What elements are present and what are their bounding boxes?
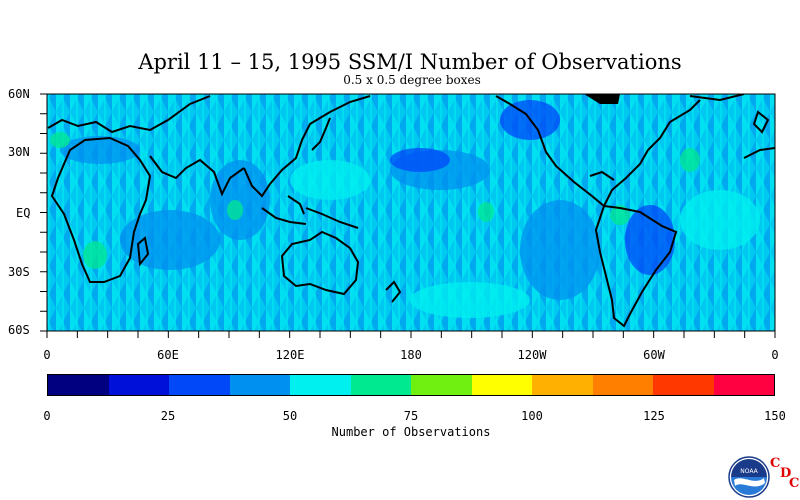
lon-label-120w: 120W	[517, 348, 547, 362]
observation-density-patch	[120, 210, 220, 270]
lat-label-30s: 30S	[8, 265, 30, 279]
observation-density-patch	[210, 160, 270, 240]
observation-density-patches	[50, 100, 760, 318]
colorbar-tick-25: 25	[160, 409, 176, 423]
lat-label-60n: 60N	[8, 87, 30, 101]
colorbar-title: Number of Observations	[331, 425, 491, 439]
colorbar-segment	[290, 375, 351, 395]
colorbar-tick-50: 50	[282, 409, 298, 423]
colorbar-segment	[229, 375, 290, 395]
observation-density-patch	[520, 200, 600, 300]
lat-label-eq: EQ	[16, 206, 31, 220]
latitude-ticks	[40, 93, 47, 332]
colorbar-segment	[713, 375, 774, 395]
colorbar-segment	[169, 375, 230, 395]
coastlines	[47, 94, 775, 328]
lon-label-0-east: 0	[771, 348, 779, 362]
observation-density-patch	[680, 190, 760, 250]
colorbar-segment	[108, 375, 169, 395]
cdc-letter-c2: C	[789, 476, 800, 491]
observation-density-patch	[390, 148, 450, 172]
map-title: April 11 – 15, 1995 SSM/I Number of Obse…	[138, 50, 682, 74]
ice-region	[584, 94, 620, 104]
observation-density-patch	[227, 200, 243, 220]
lon-label-60e: 60E	[157, 348, 179, 362]
lon-label-60w: 60W	[643, 348, 665, 362]
cdc-letter-c1: C	[770, 456, 781, 471]
observation-density-patch	[478, 202, 494, 222]
colorbar-segment	[350, 375, 411, 395]
map-field	[47, 94, 775, 331]
colorbar-tick-125: 125	[643, 409, 665, 423]
observation-density-patch	[50, 132, 70, 148]
colorbar-tick-150: 150	[764, 409, 786, 423]
observation-density-patch	[625, 205, 675, 275]
map-subtitle: 0.5 x 0.5 degree boxes	[343, 73, 481, 87]
colorbar-segment	[532, 375, 593, 395]
lon-label-120e: 120E	[275, 348, 305, 362]
colorbar-segment	[592, 375, 653, 395]
colorbar-tick-100: 100	[521, 409, 543, 423]
longitude-ticks	[46, 331, 776, 338]
colorbar-segment	[471, 375, 532, 395]
observation-density-patch	[60, 136, 140, 164]
observation-density-patch	[680, 148, 700, 172]
lat-label-60s: 60S	[8, 323, 30, 337]
cdc-letter-d: D	[780, 466, 792, 481]
lon-label-0: 0	[43, 348, 51, 362]
noaa-logo-text: NOAA	[740, 468, 758, 475]
observation-density-patch	[290, 160, 370, 200]
colorbar-segment	[48, 375, 109, 395]
colorbar-segment	[411, 375, 472, 395]
colorbar-segment	[653, 375, 714, 395]
map-figure	[40, 93, 776, 338]
colorbar-tick-0: 0	[43, 409, 51, 423]
lat-label-30n: 30N	[8, 145, 30, 159]
observation-density-patch	[410, 282, 530, 318]
lon-label-180: 180	[400, 348, 422, 362]
colorbar	[47, 374, 775, 396]
noaa-logo: NOAA	[728, 456, 770, 498]
observation-density-patch	[83, 241, 107, 269]
colorbar-tick-75: 75	[403, 409, 419, 423]
